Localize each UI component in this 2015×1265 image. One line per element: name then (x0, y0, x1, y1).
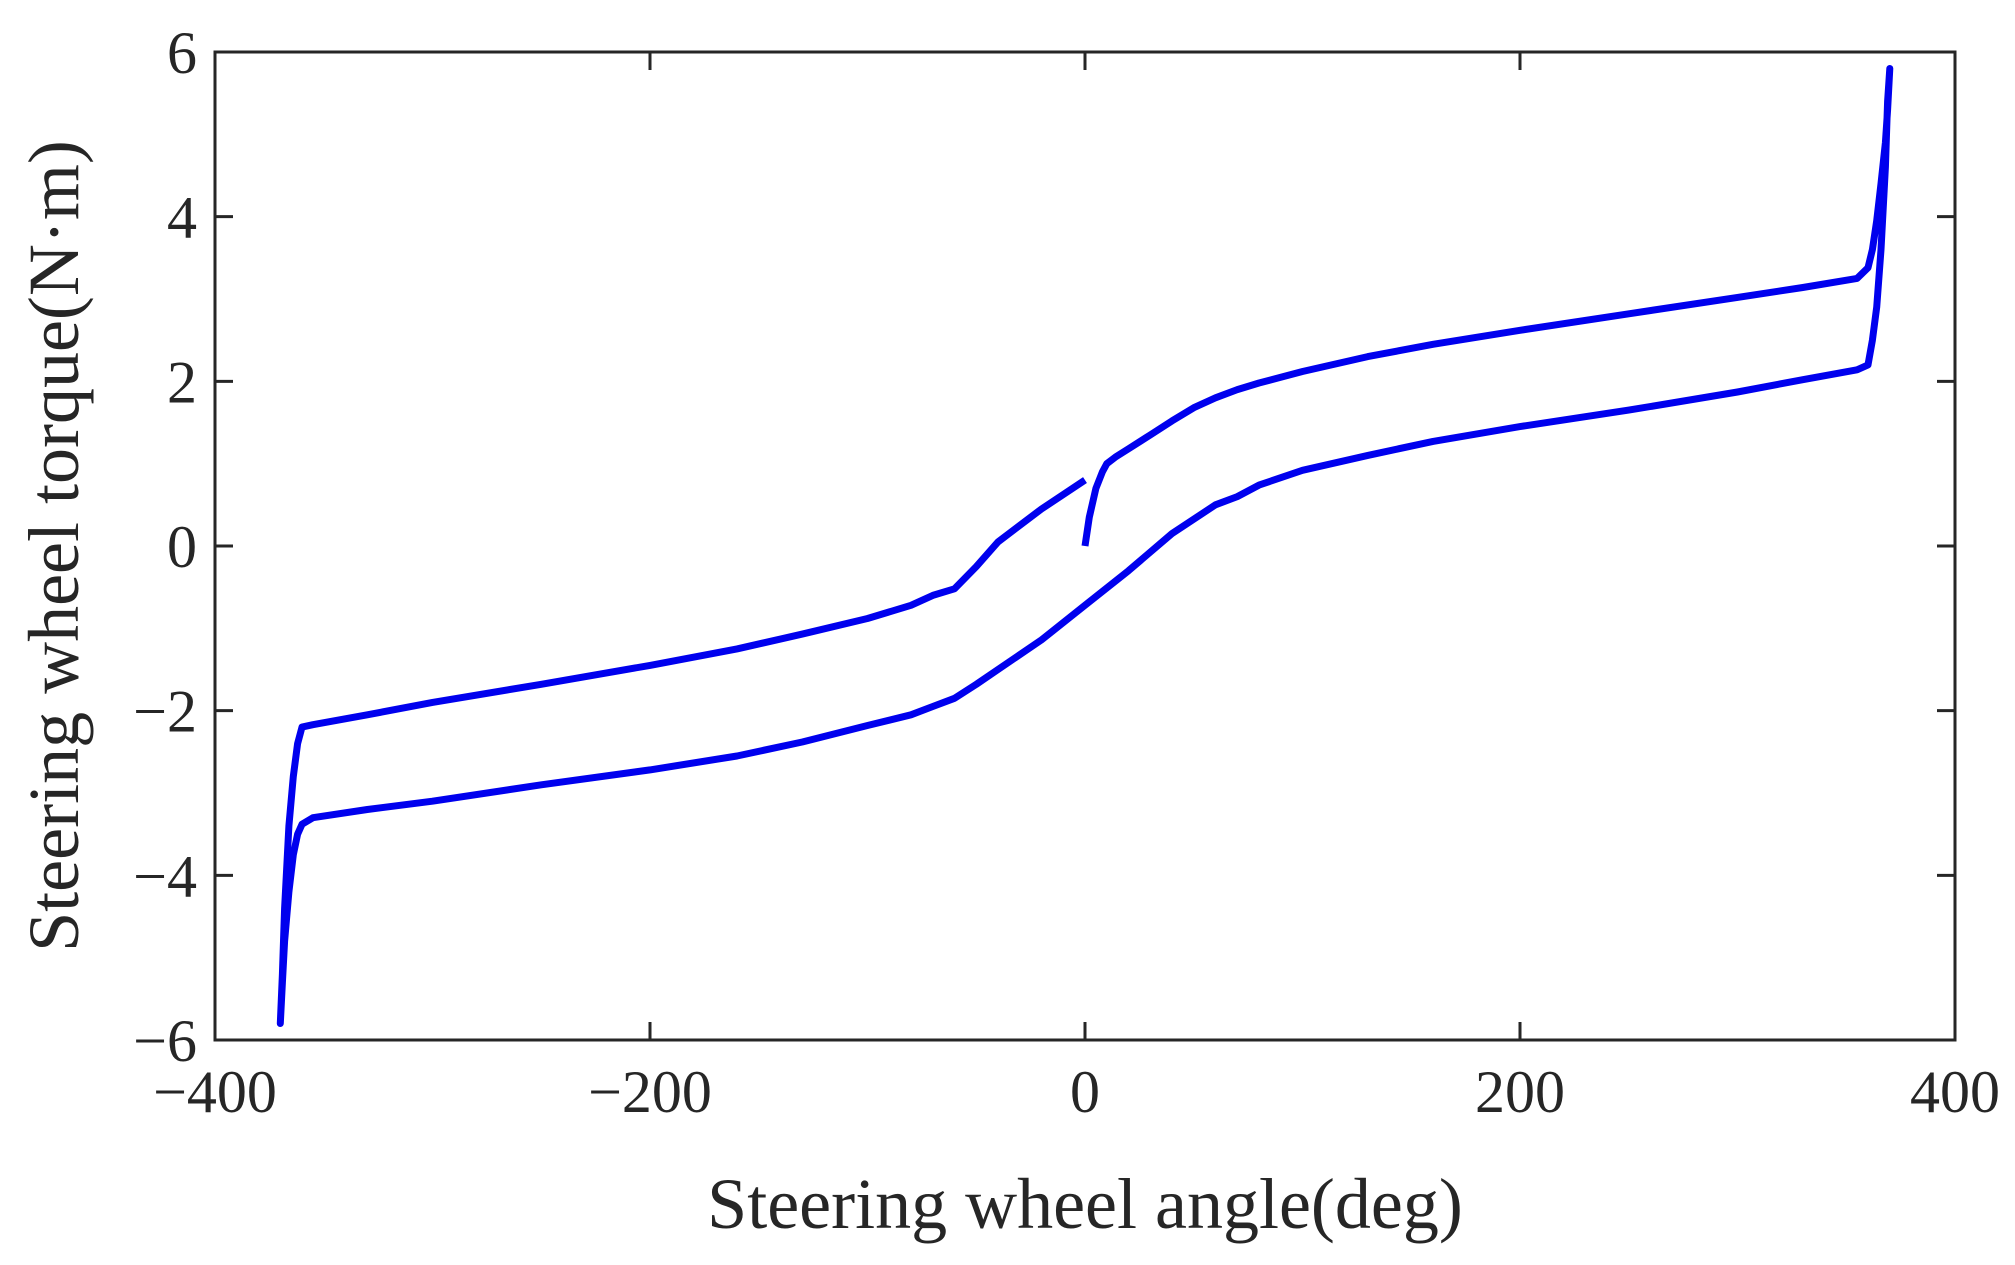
x-tick-label: −200 (588, 1059, 712, 1125)
y-axis-label: Steering wheel torque(N·m) (14, 140, 94, 952)
y-tick-label: −2 (133, 679, 197, 745)
plot-frame (213, 50, 1957, 1042)
y-tick-label: 6 (167, 20, 197, 86)
y-tick-label: −4 (133, 843, 197, 909)
x-axis-label: Steering wheel angle(deg) (707, 1164, 1463, 1244)
y-tick-label: 0 (167, 514, 197, 580)
x-tick-label: 400 (1910, 1059, 2000, 1125)
y-tick-label: 2 (167, 349, 197, 415)
series-line-hysteresis-loop (276, 65, 1894, 1027)
tick-labels: −400 −200 0 200 400 −6 −4 −2 0 2 4 6 (133, 20, 2000, 1125)
y-tick-label: −6 (133, 1008, 197, 1074)
chart-marks (276, 65, 1894, 1027)
x-tick-label: 0 (1070, 1059, 1100, 1125)
y-tick-label: 4 (167, 185, 197, 251)
x-tick-label: 200 (1475, 1059, 1565, 1125)
x-tick-label: −400 (153, 1059, 277, 1125)
